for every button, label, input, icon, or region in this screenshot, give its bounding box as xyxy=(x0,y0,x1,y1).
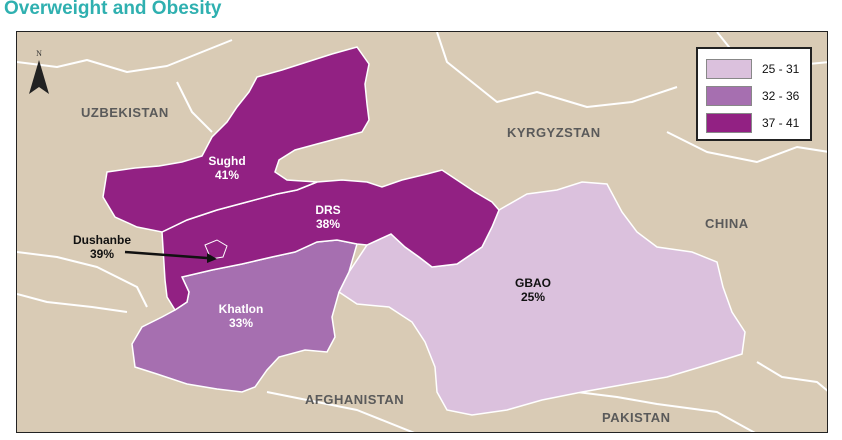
region-name-dushanbe: Dushanbe xyxy=(73,233,131,247)
north-label: N xyxy=(36,49,42,58)
country-borders xyxy=(17,32,827,432)
legend-swatch-low xyxy=(706,59,752,79)
legend-swatch-mid xyxy=(706,86,752,106)
country-label-pakistan: PAKISTAN xyxy=(602,410,671,425)
map-canvas: N UZBEKISTAN KYRGYZSTAN CHINA AFGHANISTA… xyxy=(17,32,827,432)
country-label-afghanistan: AFGHANISTAN xyxy=(305,392,404,407)
country-label-kyrgyzstan: KYRGYZSTAN xyxy=(507,125,601,140)
country-label-china: CHINA xyxy=(705,216,749,231)
region-value-khatlon: 33% xyxy=(229,316,253,330)
page-title: Overweight and Obesity xyxy=(4,0,222,19)
map-frame: N UZBEKISTAN KYRGYZSTAN CHINA AFGHANISTA… xyxy=(16,31,828,433)
region-value-drs: 38% xyxy=(316,217,340,231)
north-arrow-icon xyxy=(29,60,49,94)
region-sughd xyxy=(102,46,370,233)
region-name-khatlon: Khatlon xyxy=(219,302,264,316)
legend-item-mid: 32 - 36 xyxy=(706,86,806,108)
map-legend: 25 - 31 32 - 36 37 - 41 xyxy=(696,47,812,141)
region-value-dushanbe: 39% xyxy=(90,247,114,261)
legend-label-low: 25 - 31 xyxy=(762,62,800,76)
legend-label-mid: 32 - 36 xyxy=(762,89,800,103)
dushanbe-pointer-arrow xyxy=(207,253,217,263)
legend-item-high: 37 - 41 xyxy=(706,113,806,135)
region-name-sughd: Sughd xyxy=(208,154,245,168)
region-name-drs: DRS xyxy=(315,203,340,217)
legend-label-high: 37 - 41 xyxy=(762,116,800,130)
region-name-gbao: GBAO xyxy=(515,276,551,290)
country-label-uzbekistan: UZBEKISTAN xyxy=(81,105,169,120)
north-arrow: N xyxy=(29,49,49,94)
dushanbe-pointer-line xyxy=(124,250,208,260)
legend-item-low: 25 - 31 xyxy=(706,59,806,81)
region-value-gbao: 25% xyxy=(521,290,545,304)
region-value-sughd: 41% xyxy=(215,168,239,182)
legend-swatch-high xyxy=(706,113,752,133)
region-drs xyxy=(161,169,500,312)
